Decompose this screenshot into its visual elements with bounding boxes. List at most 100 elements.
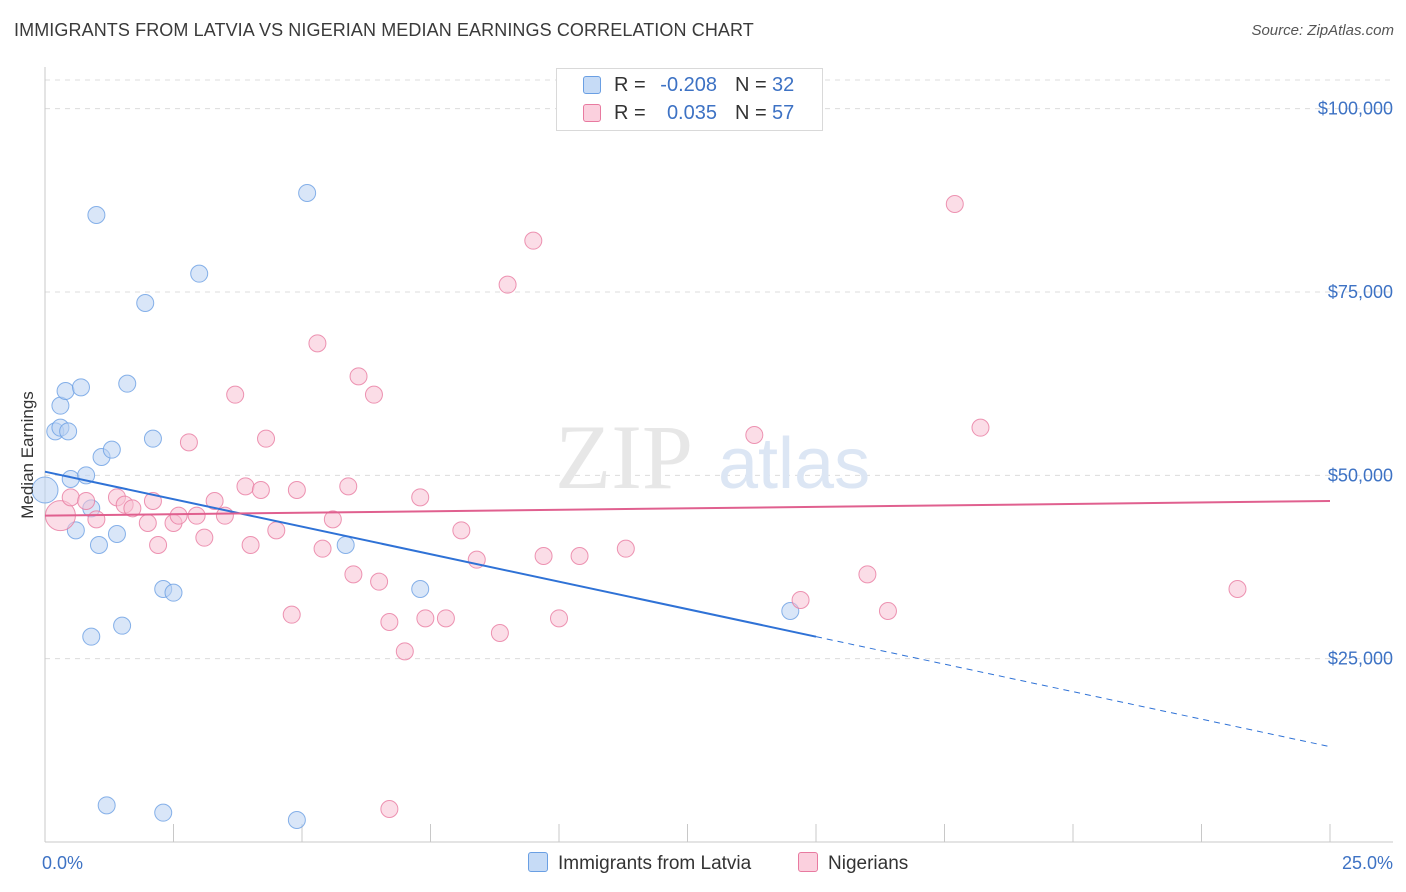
nigerians-point — [380, 613, 399, 631]
nigerians-swatch-icon — [583, 104, 601, 122]
nigerians-point — [534, 547, 553, 565]
r-label: R = — [614, 74, 646, 96]
x-tick-labels: 0.0% 25.0% — [42, 853, 1393, 873]
latvia-point — [87, 206, 106, 224]
nigerians-point — [745, 426, 764, 444]
nigerians-r-value: 0.035 — [666, 102, 717, 124]
latvia-point — [143, 429, 162, 448]
nigerians-point — [251, 481, 270, 499]
legend-item-nigerians: Nigerians — [798, 852, 908, 875]
watermark-atlas: atlas — [718, 424, 870, 504]
nigerians-point — [287, 481, 306, 499]
axes — [44, 67, 1393, 843]
nigerians-point — [323, 510, 342, 529]
latvia-point — [154, 803, 173, 822]
latvia-point — [164, 583, 183, 602]
nigerians-point — [187, 506, 206, 525]
nigerians-point — [945, 195, 964, 213]
latvia-point — [298, 184, 317, 202]
nigerians-point — [570, 547, 589, 565]
r-label: R = — [614, 102, 646, 124]
nigerians-n-value: 57 — [772, 102, 795, 124]
latvia-point — [411, 580, 430, 598]
chart-title: IMMIGRANTS FROM LATVIA VS NIGERIAN MEDIA… — [14, 20, 754, 40]
nigerians-point — [349, 367, 368, 386]
nigerians-point — [436, 609, 455, 628]
nigerians-point — [490, 624, 509, 642]
nigerians-point — [179, 433, 198, 452]
nigerians-point — [971, 418, 990, 437]
nigerians-point — [380, 800, 399, 818]
latvia-trend-extension — [815, 636, 1331, 748]
nigerians-point — [195, 528, 214, 547]
nigerians-point — [308, 334, 327, 353]
nigerians-point — [550, 609, 568, 628]
y-tick-label: $50,000 — [1328, 465, 1393, 485]
latvia-point — [102, 440, 121, 459]
latvia-point — [781, 602, 800, 620]
y-axis-label: Median Earnings — [18, 391, 37, 519]
x-tick-label: 0.0% — [42, 853, 83, 873]
nigerians-point — [77, 492, 96, 510]
nigerians-point — [411, 488, 430, 507]
nigerians-point — [267, 521, 286, 540]
nigerians-point — [339, 477, 358, 496]
watermark-zip: ZIP — [555, 406, 693, 508]
trend-lines — [44, 470, 1331, 748]
latvia-point — [136, 294, 155, 312]
nigerians-point — [205, 492, 224, 510]
nigerians-point — [416, 609, 435, 628]
latvia-point — [59, 422, 78, 441]
latvia-r-value: -0.208 — [660, 74, 717, 96]
nigerians-point — [61, 488, 80, 507]
watermark: ZIP atlas — [555, 406, 870, 508]
series-legend: Immigrants from Latvia Nigerians — [0, 852, 1406, 878]
y-tick-labels: $25,000 $50,000 $75,000 $100,000 — [1318, 99, 1393, 669]
nigerians-point — [364, 385, 383, 404]
y-tick-label: $75,000 — [1328, 282, 1393, 302]
latvia-point — [107, 525, 126, 543]
nigerians-point — [370, 572, 389, 591]
nigerians-point — [791, 591, 810, 609]
latvia-point — [89, 536, 108, 554]
y-tick-label: $100,000 — [1318, 99, 1393, 119]
nigerians-point — [878, 602, 897, 620]
nigerians-point — [1228, 580, 1247, 598]
nigerians-point — [241, 536, 260, 554]
y-tick-label: $25,000 — [1328, 649, 1393, 669]
nigerians-point — [344, 565, 363, 584]
nigerians-point — [498, 275, 517, 294]
latvia-point — [31, 476, 59, 504]
nigerians-point — [123, 499, 142, 518]
latvia-point — [118, 374, 137, 393]
nigerians-point — [524, 231, 543, 250]
nigerians-point — [169, 506, 188, 525]
nigerians-point — [257, 429, 276, 448]
legend-label-latvia: Immigrants from Latvia — [558, 853, 752, 874]
nigerians-point — [616, 539, 635, 558]
latvia-point — [56, 382, 75, 400]
x-tick-label: 25.0% — [1342, 853, 1393, 873]
nigerians-point — [87, 510, 106, 529]
nigerians-point — [313, 539, 332, 558]
latvia-point — [113, 616, 132, 635]
latvia-point — [82, 627, 101, 646]
latvia-point — [71, 378, 90, 397]
nigerians-point — [236, 477, 255, 496]
latvia-legend-icon — [528, 852, 548, 872]
nigerians-trend-line — [44, 500, 1331, 517]
legend-label-nigerians: Nigerians — [828, 853, 909, 874]
latvia-point — [190, 264, 209, 283]
legend-item-latvia: Immigrants from Latvia — [528, 852, 751, 875]
nigerians-point — [138, 514, 157, 532]
latvia-point — [287, 811, 306, 829]
data-points — [31, 184, 1247, 829]
source-label: Source: ZipAtlas.com — [1251, 22, 1394, 39]
latvia-trend-line — [44, 470, 817, 638]
latvia-n-value: 32 — [772, 74, 795, 96]
nigerians-point — [452, 521, 471, 540]
latvia-point — [336, 536, 355, 554]
n-label: N = — [735, 102, 767, 124]
nigerians-point — [149, 536, 168, 554]
